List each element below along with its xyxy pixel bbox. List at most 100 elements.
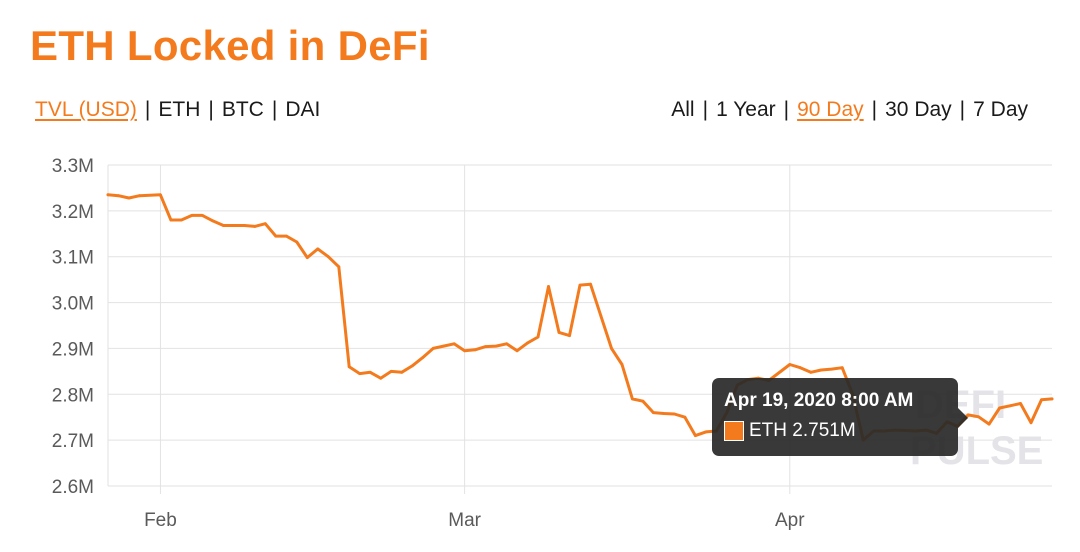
y-tick-label: 2.7M — [52, 431, 94, 452]
data-point — [840, 366, 844, 370]
data-point — [977, 415, 980, 419]
data-point — [452, 342, 456, 346]
data-point — [599, 314, 603, 318]
tab-separator: | — [783, 98, 790, 121]
tab-separator: | — [702, 98, 709, 121]
data-point — [1040, 398, 1043, 402]
data-point — [998, 406, 1001, 410]
data-point — [127, 196, 131, 200]
tab-separator: | — [144, 98, 151, 121]
data-point — [830, 367, 834, 371]
data-point — [620, 363, 624, 366]
data-point — [421, 356, 425, 359]
y-tick-label: 2.6M — [52, 477, 94, 498]
tab-btc[interactable]: BTC — [221, 98, 264, 121]
data-point — [337, 265, 341, 269]
tab-dai[interactable]: DAI — [285, 98, 321, 121]
data-point — [589, 282, 592, 286]
data-point — [819, 368, 823, 372]
data-point — [473, 348, 477, 352]
data-point — [547, 285, 550, 288]
data-point — [662, 412, 666, 415]
data-point — [798, 366, 802, 370]
data-point — [222, 224, 225, 227]
x-tick-label: Apr — [775, 510, 805, 531]
data-point — [410, 364, 414, 368]
data-point — [1019, 402, 1022, 405]
page-title: ETH Locked in DeFi — [30, 22, 430, 69]
tab-tvl-usd[interactable]: TVL (USD) — [35, 98, 137, 121]
tab-7-day[interactable]: 7 Day — [973, 98, 1028, 121]
data-point — [117, 194, 120, 198]
tab-separator: | — [208, 98, 214, 121]
tab-1-year[interactable]: 1 Year — [716, 98, 776, 121]
data-point — [305, 256, 309, 259]
data-point — [253, 225, 257, 228]
data-point — [557, 331, 561, 334]
data-point — [809, 370, 813, 374]
data-point — [326, 255, 330, 259]
range-tabs: All | 1 Year | 90 Day | 30 Day | 7 Day — [671, 98, 1028, 122]
data-point — [389, 370, 393, 373]
data-point — [379, 376, 383, 380]
data-point — [284, 234, 288, 238]
data-point — [578, 283, 582, 287]
data-point — [641, 399, 645, 403]
data-point — [138, 194, 141, 198]
data-point — [358, 372, 362, 375]
tab-separator: | — [959, 98, 966, 121]
chart-tooltip: Apr 19, 2020 8:00 AM ETH 2.751M — [712, 378, 968, 456]
data-point — [442, 344, 445, 348]
y-tick-label: 3.1M — [52, 248, 94, 269]
data-point — [652, 411, 655, 414]
tab-90-day[interactable]: 90 Day — [797, 98, 864, 121]
data-point — [243, 224, 246, 227]
data-point — [704, 430, 708, 434]
data-point — [515, 349, 519, 353]
y-tick-label: 2.8M — [52, 385, 94, 406]
y-tick-label: 2.9M — [52, 339, 94, 360]
data-point — [400, 370, 404, 374]
data-point — [263, 222, 267, 226]
data-point — [505, 342, 508, 346]
x-tick-label: Mar — [448, 510, 481, 531]
data-point — [159, 193, 162, 197]
y-tick-label: 3.2M — [52, 202, 94, 223]
data-point — [788, 363, 792, 366]
data-point — [463, 349, 466, 353]
tab-eth[interactable]: ETH — [158, 98, 201, 121]
tab-all[interactable]: All — [671, 98, 695, 121]
data-point — [431, 347, 435, 350]
tab-separator: | — [271, 98, 278, 121]
data-point — [190, 214, 194, 217]
y-tick-label: 3.0M — [52, 294, 94, 315]
y-tick-label: 3.3M — [52, 156, 94, 177]
tooltip-date: Apr 19, 2020 8:00 AM — [724, 390, 914, 411]
data-point — [694, 434, 697, 437]
data-point — [1029, 421, 1033, 425]
data-point — [316, 247, 320, 251]
data-point — [211, 219, 215, 223]
data-point — [484, 345, 487, 348]
data-point — [683, 415, 687, 419]
data-point — [232, 224, 236, 227]
data-point — [610, 347, 613, 350]
data-point — [201, 214, 204, 217]
data-point — [295, 240, 299, 244]
data-point — [526, 341, 529, 345]
data-point — [347, 365, 351, 369]
data-point — [494, 344, 498, 348]
tab-30-day[interactable]: 30 Day — [885, 98, 952, 121]
data-point — [673, 412, 676, 416]
data-point — [568, 334, 571, 337]
data-point — [631, 397, 634, 401]
data-point — [274, 234, 278, 238]
data-point — [368, 370, 372, 374]
tab-separator: | — [871, 98, 878, 121]
data-point — [1050, 397, 1054, 401]
x-tick-label: Feb — [144, 510, 177, 531]
data-point — [106, 193, 110, 197]
data-point — [536, 335, 540, 339]
data-point — [169, 218, 173, 222]
